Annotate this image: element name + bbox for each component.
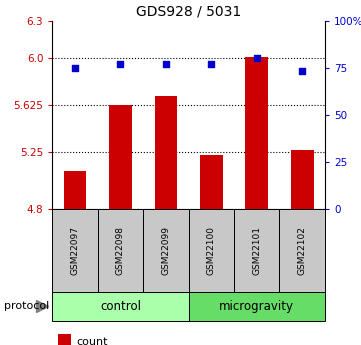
Text: GSM22099: GSM22099	[161, 226, 170, 275]
Point	[299, 69, 305, 74]
Bar	[279, 209, 325, 292]
Bar	[64, 171, 86, 209]
Point	[72, 65, 78, 70]
Text: GSM22097: GSM22097	[70, 226, 79, 275]
Bar	[189, 209, 234, 292]
Text: protocol: protocol	[4, 301, 49, 311]
Point	[118, 61, 123, 67]
Text: GSM22098: GSM22098	[116, 226, 125, 275]
Title: GDS928 / 5031: GDS928 / 5031	[136, 4, 241, 18]
Bar	[155, 96, 177, 209]
Bar	[98, 209, 143, 292]
Point	[254, 56, 260, 61]
Text: count: count	[77, 337, 108, 345]
Text: control: control	[100, 300, 141, 313]
Text: GSM22100: GSM22100	[207, 226, 216, 275]
Bar	[245, 57, 268, 209]
Bar	[189, 292, 325, 321]
Bar	[52, 292, 189, 321]
Point	[208, 61, 214, 67]
Bar	[58, 334, 71, 345]
Bar	[200, 155, 223, 209]
Bar	[143, 209, 189, 292]
Bar	[109, 105, 132, 209]
Bar	[234, 209, 279, 292]
Bar	[291, 150, 314, 209]
Bar	[52, 209, 98, 292]
Text: GSM22102: GSM22102	[298, 226, 307, 275]
Point	[163, 61, 169, 67]
Text: GSM22101: GSM22101	[252, 226, 261, 275]
Text: microgravity: microgravity	[219, 300, 294, 313]
